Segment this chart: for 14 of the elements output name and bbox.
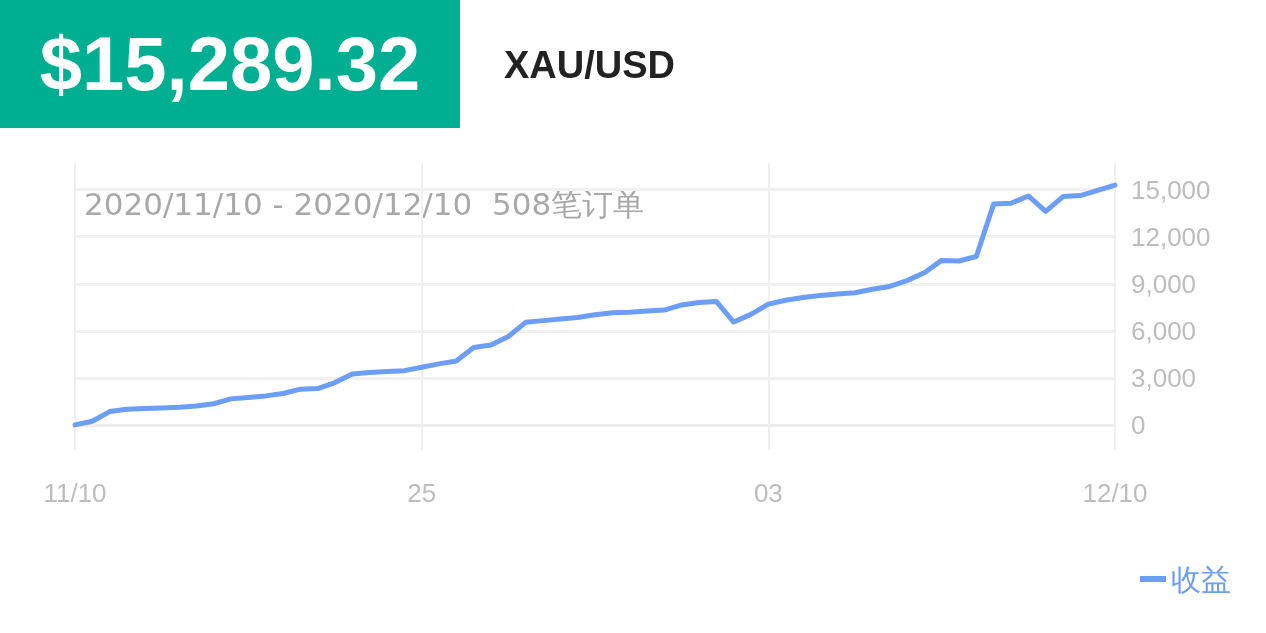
annotation: 2020/11/10 - 2020/12/10 508笔订单 — [84, 185, 645, 222]
chart-subtitle: XAU/USD — [504, 44, 676, 87]
x-tick-label: 25 — [407, 478, 437, 508]
y-tick-label: 0 — [1131, 409, 1146, 440]
legend-label: 收益 — [1171, 561, 1231, 597]
y-tick-label: 15,000 — [1131, 174, 1211, 205]
y-tick-label: 6,000 — [1131, 315, 1197, 346]
y-tick-label: 12,000 — [1131, 221, 1211, 252]
y-tick-label: 9,000 — [1131, 268, 1197, 299]
y-tick-label: 3,000 — [1131, 362, 1197, 393]
x-tick-label: 12/10 — [1082, 478, 1148, 508]
x-tick-label: 03 — [753, 478, 783, 508]
x-tick-label: 11/10 — [43, 478, 107, 508]
chart-title: $15,289.32 — [0, 0, 460, 128]
